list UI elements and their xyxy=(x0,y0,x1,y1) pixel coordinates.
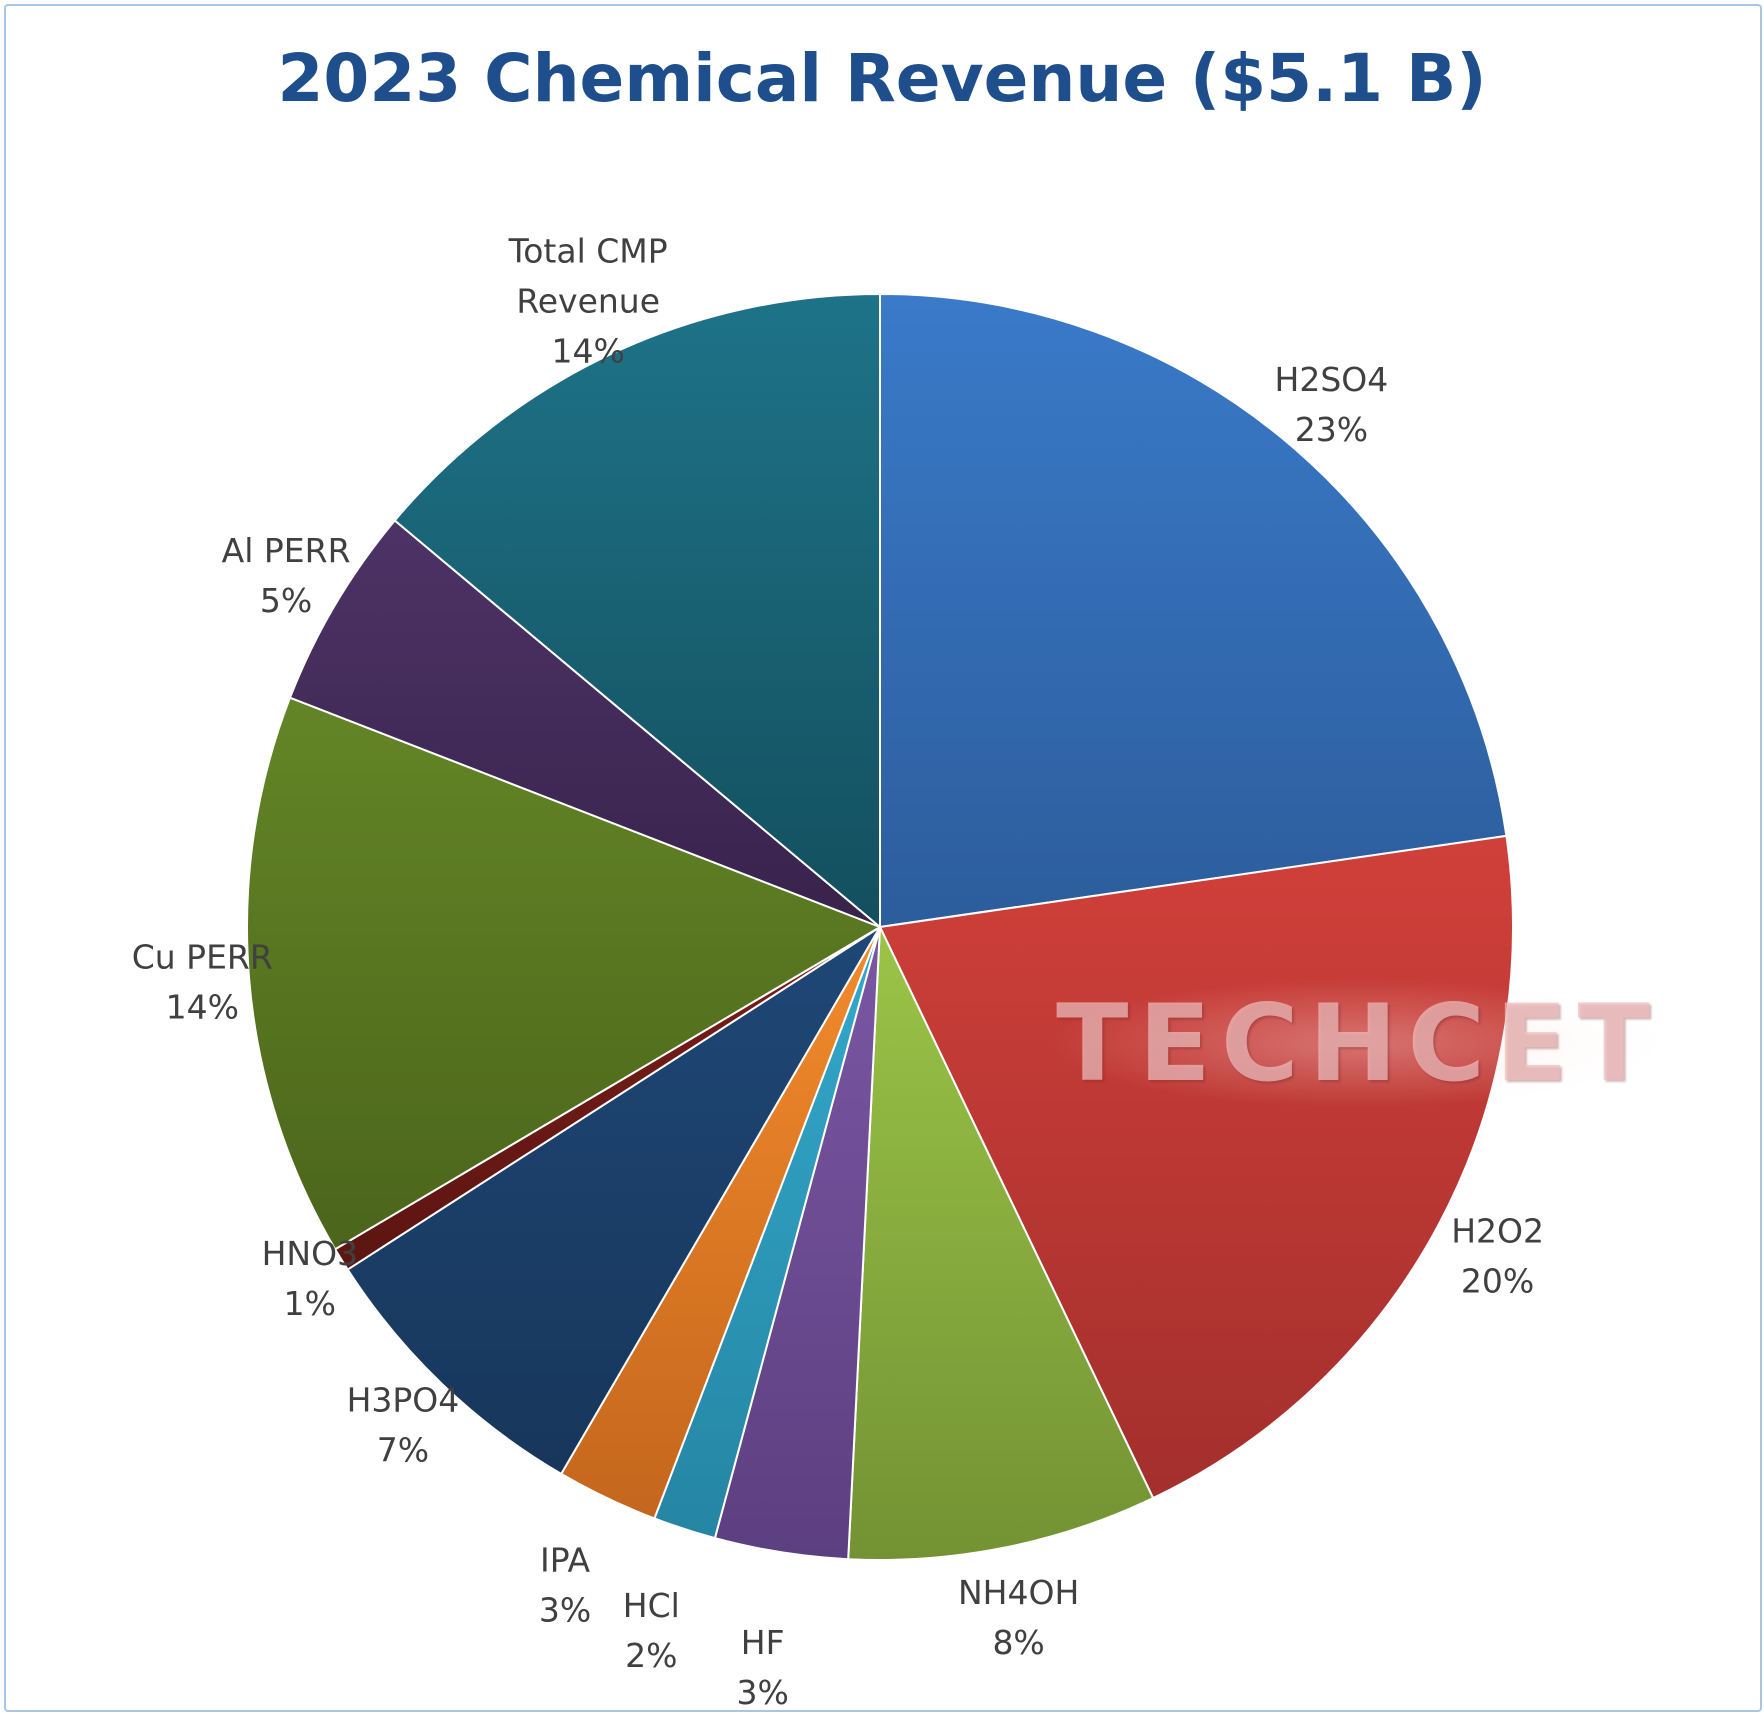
label-name: H2O2 xyxy=(1451,1211,1544,1250)
label-percent: 23% xyxy=(1295,410,1368,449)
slice-total-cmp-revenue xyxy=(393,292,881,930)
label-al-perr: Al PERR 5% xyxy=(222,531,351,620)
slice-cu-perr xyxy=(246,696,883,1251)
label-percent: 8% xyxy=(992,1623,1044,1662)
pie-slices xyxy=(246,292,1514,1561)
label-name: H2SO4 xyxy=(1275,360,1389,399)
label-name: IPA xyxy=(540,1541,591,1580)
label-cu-perr: Cu PERR 14% xyxy=(132,937,273,1026)
label-name: H3PO4 xyxy=(347,1381,460,1420)
label-h3po4: H3PO4 7% xyxy=(347,1381,460,1470)
techcet-watermark: TECHCET xyxy=(1048,968,1668,1118)
slice-h2so4 xyxy=(879,292,1508,929)
label-name: HF xyxy=(741,1623,785,1662)
label-ipa: IPA 3% xyxy=(539,1541,591,1630)
label-hno3: HNO3 1% xyxy=(262,1234,358,1323)
label-total-cmp-revenue: Total CMP Revenue 14% xyxy=(508,232,668,371)
slice-h2o2 xyxy=(878,834,1514,1500)
label-percent: 5% xyxy=(260,581,312,620)
label-percent: 20% xyxy=(1461,1261,1534,1300)
slice-h3po4 xyxy=(346,926,881,1476)
label-percent: 14% xyxy=(166,987,239,1026)
label-percent: 3% xyxy=(539,1591,591,1630)
label-percent: 7% xyxy=(377,1431,429,1470)
label-name: Total CMP xyxy=(508,232,668,271)
label-h2o2: H2O2 20% xyxy=(1451,1211,1544,1300)
label-percent: 2% xyxy=(625,1636,677,1675)
watermark-glow xyxy=(1048,978,1668,1108)
watermark-text: TECHCET xyxy=(1056,981,1660,1105)
label-name: NH4OH xyxy=(958,1573,1079,1612)
pie-labels: H2SO4 23% H2O2 20% NH4OH 8% HF 3% HCl 2% IPA 3% H3PO… xyxy=(132,232,1544,1712)
label-name: Revenue xyxy=(516,282,660,321)
label-percent: 3% xyxy=(736,1673,788,1712)
label-percent: 14% xyxy=(551,332,624,371)
slice-al-perr xyxy=(288,519,881,928)
label-hf: HF 3% xyxy=(736,1623,788,1712)
slice-nh4oh xyxy=(847,926,1155,1561)
label-percent: 1% xyxy=(284,1284,336,1323)
label-h2so4: H2SO4 23% xyxy=(1275,360,1389,449)
label-name: Cu PERR xyxy=(132,937,273,976)
label-name: HCl xyxy=(623,1586,680,1625)
label-name: HNO3 xyxy=(262,1234,358,1273)
chart-title: 2023 Chemical Revenue ($5.1 B) xyxy=(277,40,1487,117)
label-hcl: HCl 2% xyxy=(623,1586,680,1675)
label-nh4oh: NH4OH 8% xyxy=(958,1573,1079,1662)
label-name: Al PERR xyxy=(222,531,351,570)
